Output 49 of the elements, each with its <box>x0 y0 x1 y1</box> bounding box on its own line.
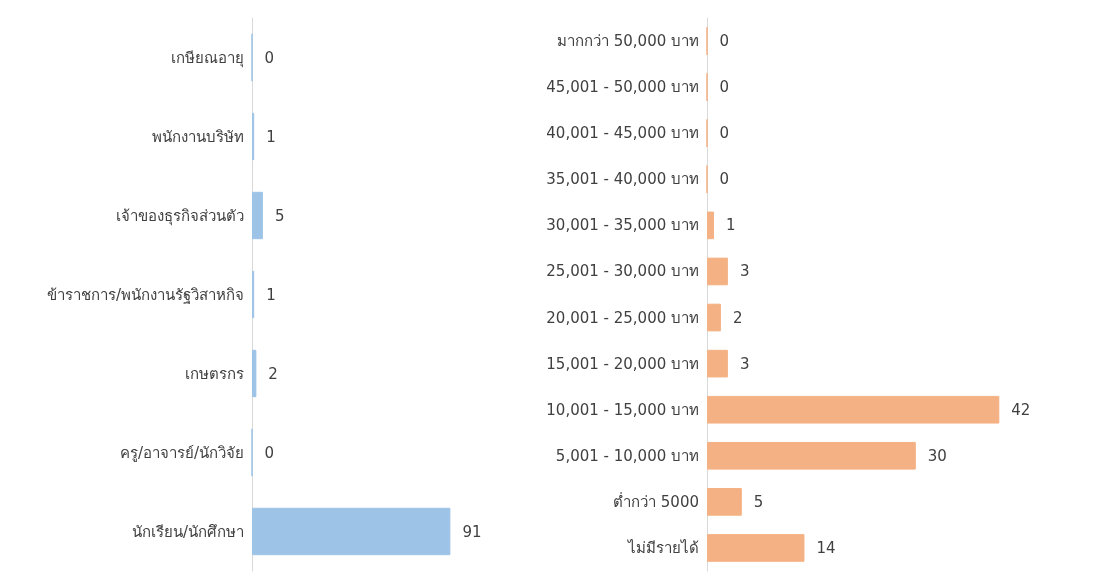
y-tick-label: ต่ำกว่า 5000 <box>613 490 699 511</box>
bar <box>707 534 805 562</box>
y-tick-label: เกษียณอายุ <box>171 48 244 68</box>
data-label: 14 <box>816 538 836 557</box>
data-label: 1 <box>266 285 276 304</box>
bar <box>252 191 263 240</box>
data-label: 42 <box>1011 400 1031 419</box>
y-tick-label: 40,001 - 45,000 บาท <box>546 124 699 143</box>
y-tick-label: พนักงานบริษัท <box>152 127 244 146</box>
bar <box>707 303 721 332</box>
y-tick-label: ไม่มีรายได้ <box>627 538 699 557</box>
bar <box>707 395 1000 424</box>
bar <box>252 349 257 398</box>
y-tick-label: นักเรียน/นักศึกษา <box>131 522 244 541</box>
data-label: 0 <box>719 78 730 97</box>
data-label: 0 <box>719 170 730 189</box>
y-tick-label: มากกว่า 50,000 บาท <box>556 32 699 51</box>
data-label: 5 <box>274 206 285 225</box>
y-tick-label: 10,001 - 15,000 บาท <box>546 400 699 419</box>
y-tick-label: 30,001 - 35,000 บาท <box>546 216 699 235</box>
bar <box>252 507 451 556</box>
y-tick-label: ครู/อาจารย์/นักวิจัย <box>119 443 244 462</box>
bar <box>707 211 714 240</box>
data-label: 30 <box>927 446 947 465</box>
data-label: 0 <box>719 124 730 143</box>
bar <box>707 488 742 516</box>
y-tick-label: 35,001 - 40,000 บาท <box>546 170 699 189</box>
data-label: 2 <box>268 364 278 383</box>
data-label: 0 <box>264 48 275 67</box>
data-label: 91 <box>462 522 482 541</box>
y-tick-label: เกษตรกร <box>185 364 244 383</box>
bar <box>707 349 728 378</box>
bar <box>707 441 916 470</box>
y-tick-label: 5,001 - 10,000 บาท <box>555 446 699 465</box>
y-tick-label: 20,001 - 25,000 บาท <box>546 308 699 327</box>
data-label: 3 <box>739 354 750 373</box>
bar <box>707 257 728 286</box>
y-tick-label: 15,001 - 20,000 บาท <box>546 354 699 373</box>
data-label: 0 <box>719 32 730 51</box>
y-tick-label: ข้าราชการ/พนักงานรัฐวิสาหกิจ <box>46 285 244 304</box>
data-label: 3 <box>739 262 750 281</box>
y-tick-label: เจ้าของธุรกิจส่วนตัว <box>116 206 244 226</box>
data-label: 1 <box>266 127 276 146</box>
data-label: 2 <box>732 308 743 327</box>
data-label: 5 <box>753 492 764 511</box>
data-label: 0 <box>264 443 275 462</box>
data-label: 1 <box>725 216 736 235</box>
y-tick-label: 45,001 - 50,000 บาท <box>546 78 699 97</box>
y-tick-label: 25,001 - 30,000 บาท <box>546 262 699 281</box>
